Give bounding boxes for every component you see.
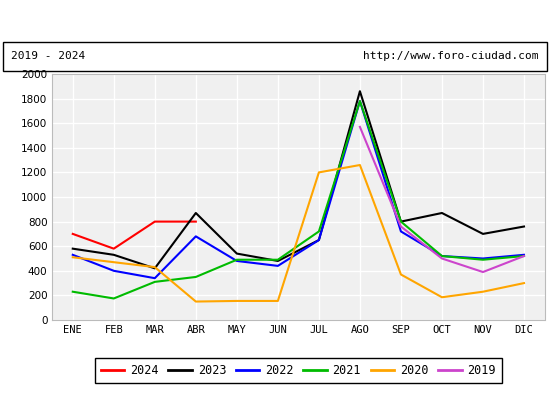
Text: http://www.foro-ciudad.com: http://www.foro-ciudad.com — [364, 51, 539, 61]
Text: 2019 - 2024: 2019 - 2024 — [11, 51, 85, 61]
Text: Evolucion Nº Turistas Nacionales en el municipio de Baralla: Evolucion Nº Turistas Nacionales en el m… — [17, 14, 533, 28]
Legend: 2024, 2023, 2022, 2021, 2020, 2019: 2024, 2023, 2022, 2021, 2020, 2019 — [95, 358, 502, 383]
